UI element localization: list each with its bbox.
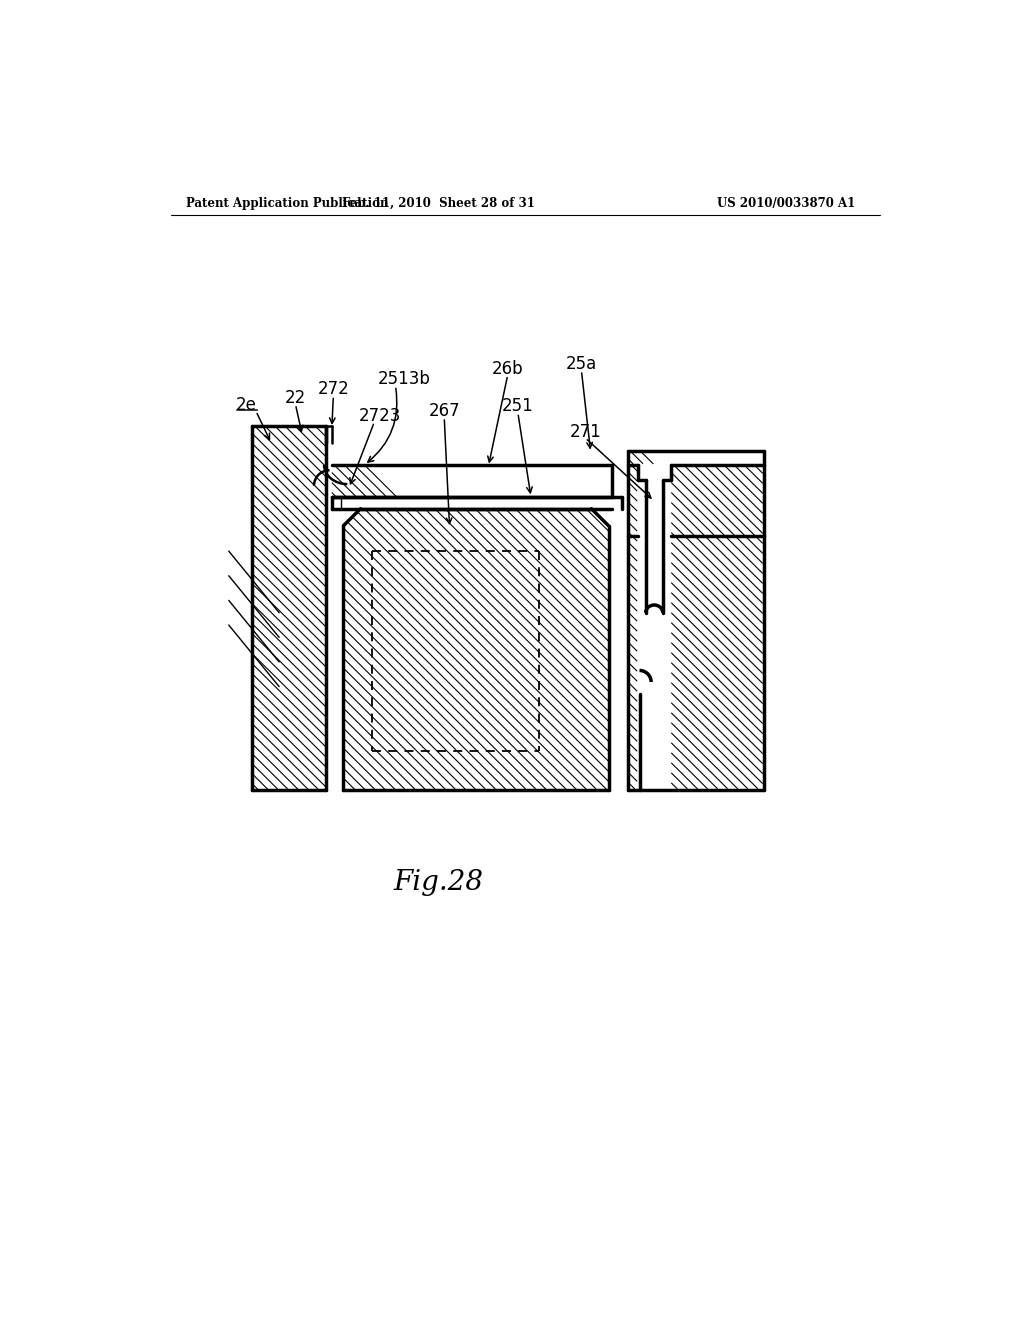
Text: 251: 251 xyxy=(502,397,534,416)
Text: 2513b: 2513b xyxy=(378,371,430,388)
Text: Fig.28: Fig.28 xyxy=(393,869,483,896)
Text: Patent Application Publication: Patent Application Publication xyxy=(186,197,389,210)
Text: 272: 272 xyxy=(317,380,349,399)
Text: 271: 271 xyxy=(569,422,601,441)
Text: US 2010/0033870 A1: US 2010/0033870 A1 xyxy=(717,197,855,210)
Text: 25a: 25a xyxy=(565,355,597,374)
Text: 26b: 26b xyxy=(492,359,523,378)
Text: 22: 22 xyxy=(285,389,306,407)
Text: 2723: 2723 xyxy=(358,407,401,425)
Text: 2e: 2e xyxy=(237,396,257,413)
Text: Feb. 11, 2010  Sheet 28 of 31: Feb. 11, 2010 Sheet 28 of 31 xyxy=(342,197,535,210)
Text: 267: 267 xyxy=(428,403,460,420)
